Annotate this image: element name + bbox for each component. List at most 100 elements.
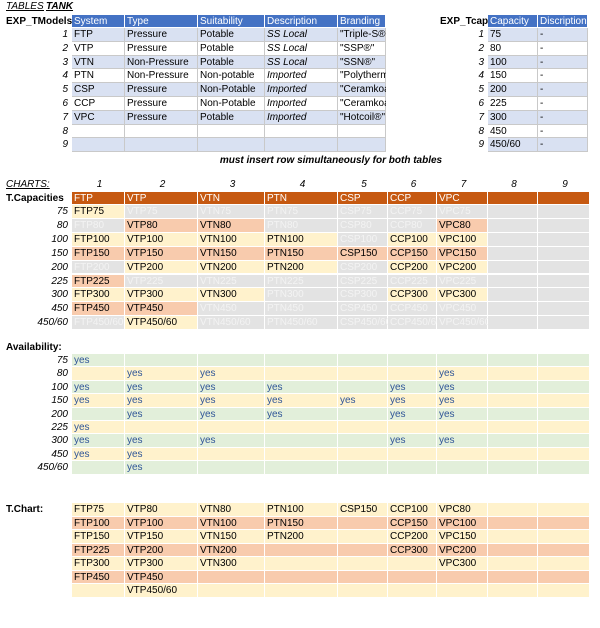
cell: VTP100: [125, 516, 198, 530]
header-cell: [488, 192, 538, 205]
cell: "Ceramkoat®": [338, 83, 386, 97]
row-label: 200: [51, 261, 68, 273]
column-number: 8: [511, 179, 517, 190]
row-label: 100: [51, 233, 68, 245]
row-number: 3: [478, 56, 484, 68]
cell: "Ceramkoat®": [338, 97, 386, 111]
cell: -: [538, 55, 588, 70]
cell: PTN100: [265, 503, 338, 517]
cell: [488, 354, 538, 368]
cell: PTN80: [265, 218, 338, 233]
cell: FTP150: [72, 246, 125, 261]
row-number: 4: [478, 70, 484, 82]
cell: [338, 367, 388, 381]
table-label: T.Capacities: [6, 193, 64, 204]
cell: [437, 421, 488, 435]
cell: VTP150: [125, 530, 198, 544]
cell: [388, 367, 437, 381]
row-label: 300: [51, 435, 68, 447]
cell: [488, 367, 538, 381]
table-label: T.Chart:: [6, 504, 44, 515]
cell: [338, 584, 388, 598]
cell: FTP75: [72, 503, 125, 517]
cell: yes: [338, 394, 388, 408]
cell: [338, 557, 388, 571]
row-number: 7: [62, 111, 68, 123]
cell: VTN200: [198, 543, 265, 557]
cell: [125, 138, 198, 153]
cell: 450/60: [488, 138, 538, 153]
cell: [488, 543, 538, 557]
row-label: 200: [51, 408, 68, 420]
cell: [265, 354, 338, 368]
cell: yes: [198, 380, 265, 395]
cell: [265, 570, 338, 584]
cell: PTN: [72, 69, 125, 84]
cell: [488, 302, 538, 317]
cell: 225: [488, 97, 538, 111]
cell: [488, 421, 538, 435]
cell: [388, 421, 437, 435]
cell: [437, 570, 488, 584]
cell: [488, 447, 538, 462]
cell: VTP80: [125, 503, 198, 517]
cell: [538, 232, 590, 247]
header-cell: CSP: [338, 192, 388, 205]
header-cell: VTN: [198, 192, 265, 205]
cell: VTN450/60: [198, 316, 265, 331]
cell: [198, 138, 265, 153]
row-number: 2: [62, 42, 68, 54]
cell: PTN100: [265, 232, 338, 247]
cell: [538, 543, 590, 557]
cell: yes: [72, 421, 125, 435]
cell: [488, 394, 538, 408]
cell: yes: [265, 407, 338, 421]
header-cell: PTN: [265, 192, 338, 205]
cell: [538, 354, 590, 368]
row-label: 450: [51, 303, 68, 315]
cell: [488, 274, 538, 289]
cell: CCP225: [388, 274, 437, 289]
row-number: 5: [478, 84, 484, 96]
cell: yes: [198, 367, 265, 381]
cell: Pressure: [125, 97, 198, 111]
cell: [538, 367, 590, 381]
column-number: 4: [299, 179, 306, 190]
cell: VPC225: [437, 274, 488, 289]
cell: VPC100: [437, 232, 488, 247]
cell: [488, 584, 538, 598]
cell: VPC150: [437, 246, 488, 261]
cell: [338, 570, 388, 584]
cell: Non-potable: [198, 69, 265, 84]
cell: [538, 421, 590, 435]
header-cell: Description: [265, 15, 338, 28]
cell: [338, 543, 388, 557]
cell: Imported: [265, 110, 338, 125]
header-cell: [538, 192, 590, 205]
cell: PTN450/60: [265, 316, 338, 331]
header-cell: Branding: [338, 15, 386, 28]
cell: Imported: [265, 69, 338, 84]
cell: [198, 124, 265, 139]
row-number: 1: [478, 29, 484, 40]
cell: yes: [72, 434, 125, 448]
cell: VTP225: [125, 274, 198, 289]
cell: FTP450: [72, 302, 125, 317]
header-cell: Type: [125, 15, 198, 28]
cell: [265, 124, 338, 139]
column-number: 9: [562, 179, 568, 190]
cell: [488, 503, 538, 517]
cell: [72, 367, 125, 381]
cell: [538, 447, 590, 462]
cell: [265, 434, 338, 448]
cell: [198, 447, 265, 462]
cell: FTP75: [72, 205, 125, 219]
cell: yes: [437, 380, 488, 395]
cell: VTP200: [125, 260, 198, 275]
row-label: 150: [51, 395, 68, 407]
cell: CSP80: [338, 218, 388, 233]
cell: VTP300: [125, 288, 198, 303]
cell: FTP200: [72, 260, 125, 275]
cell: CCP150: [388, 516, 437, 530]
cell: [538, 570, 590, 584]
